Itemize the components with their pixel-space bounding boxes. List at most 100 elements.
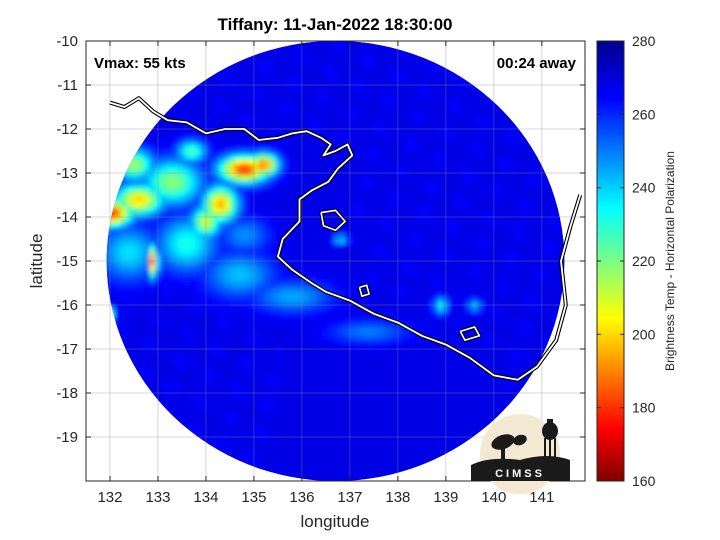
heatmap-cell: [419, 354, 427, 361]
heatmap-cell: [512, 280, 519, 287]
heatmap-cell: [299, 264, 306, 271]
heatmap-cell: [483, 343, 490, 350]
heatmap-cell: [276, 306, 283, 313]
heatmap-cell: [535, 201, 542, 208]
heatmap-cell: [356, 407, 363, 413]
heatmap-cell: [149, 333, 156, 340]
heatmap-cell: [155, 296, 162, 303]
heatmap-cell: [535, 243, 542, 250]
heatmap-cell: [166, 275, 173, 281]
heatmap-cell: [483, 232, 490, 239]
heatmap-cell: [345, 248, 352, 255]
heatmap-cell: [333, 380, 340, 387]
heatmap-cell: [494, 201, 502, 208]
heatmap-cell: [293, 217, 300, 223]
heatmap-cell: [552, 227, 559, 234]
heatmap-cell: [448, 327, 456, 334]
heatmap-cell: [281, 333, 289, 340]
heatmap-cell: [419, 285, 427, 292]
heatmap-cell: [500, 201, 507, 208]
heatmap-cell: [362, 343, 369, 350]
heatmap-cell: [189, 280, 196, 287]
heatmap-cell: [287, 470, 294, 477]
heatmap-cell: [517, 290, 525, 297]
heatmap-cell: [494, 407, 502, 413]
heatmap-cell: [425, 338, 433, 345]
heatmap-cell: [201, 417, 208, 424]
heatmap-cell: [149, 206, 156, 213]
heatmap-cell: [201, 296, 208, 303]
heatmap-cell: [166, 407, 173, 413]
heatmap-cell: [385, 296, 392, 303]
heatmap-cell: [437, 211, 444, 218]
heatmap-cell: [206, 211, 214, 218]
heatmap-cell: [546, 253, 553, 260]
heatmap-cell: [345, 306, 352, 313]
heatmap-cell: [408, 253, 415, 260]
heatmap-cell: [368, 459, 375, 466]
heatmap-cell: [391, 227, 398, 234]
heatmap-cell: [442, 180, 450, 186]
heatmap-cell: [252, 327, 260, 334]
heatmap-cell: [385, 359, 392, 366]
heatmap-cell: [391, 438, 398, 445]
heatmap-cell: [489, 301, 496, 308]
heatmap-cell: [189, 354, 196, 361]
heatmap-cell: [379, 401, 386, 408]
heatmap-cell: [322, 248, 329, 255]
heatmap-cell: [172, 401, 179, 408]
heatmap-cell: [546, 243, 553, 250]
heatmap-cell: [425, 333, 433, 340]
heatmap-cell: [408, 433, 415, 440]
heatmap-cell: [310, 385, 317, 392]
heatmap-cell: [437, 243, 444, 250]
heatmap-cell: [299, 185, 306, 192]
heatmap-cell: [160, 396, 168, 403]
heatmap-cell: [391, 327, 398, 334]
heatmap-cell: [333, 280, 340, 287]
heatmap-cell: [408, 354, 415, 361]
heatmap-cell: [160, 238, 168, 244]
heatmap-cell: [258, 322, 266, 329]
heatmap-cell: [523, 232, 530, 239]
heatmap-cell: [281, 470, 289, 477]
heatmap-cell: [414, 185, 421, 192]
heatmap-cell: [333, 306, 340, 313]
heatmap-cell: [396, 438, 404, 445]
heatmap-cell: [500, 253, 507, 260]
heatmap-cell: [264, 264, 271, 271]
heatmap-cell: [195, 206, 202, 213]
heatmap-cell: [506, 385, 513, 392]
heatmap-cell: [512, 243, 519, 250]
heatmap-cell: [391, 280, 398, 287]
heatmap-cell: [224, 306, 231, 313]
heatmap-cell: [489, 338, 496, 345]
heatmap-cell: [293, 438, 300, 445]
heatmap-cell: [350, 465, 358, 472]
heatmap-cell: [339, 285, 346, 292]
heatmap-cell: [454, 301, 461, 308]
heatmap-cell: [178, 375, 185, 382]
heatmap-cell: [281, 438, 289, 445]
heatmap-cell: [368, 470, 375, 477]
heatmap-cell: [356, 180, 363, 186]
heatmap-cell: [229, 296, 237, 303]
heatmap-cell: [431, 407, 438, 413]
heatmap-cell: [414, 433, 421, 440]
heatmap-cell: [264, 375, 271, 382]
heatmap-cell: [155, 211, 162, 218]
heatmap-cell: [258, 444, 266, 450]
heatmap-cell: [339, 269, 346, 276]
heatmap-cell: [218, 433, 225, 440]
heatmap-cell: [183, 312, 191, 318]
heatmap-cell: [402, 269, 410, 276]
heatmap-cell: [270, 253, 277, 260]
heatmap-cell: [494, 375, 502, 382]
heatmap-cell: [345, 253, 352, 260]
heatmap-cell: [368, 264, 375, 271]
heatmap-cell: [437, 185, 444, 192]
heatmap-cell: [201, 428, 208, 435]
heatmap-cell: [339, 243, 346, 250]
heatmap-cell: [322, 238, 329, 244]
heatmap-cell: [160, 290, 168, 297]
